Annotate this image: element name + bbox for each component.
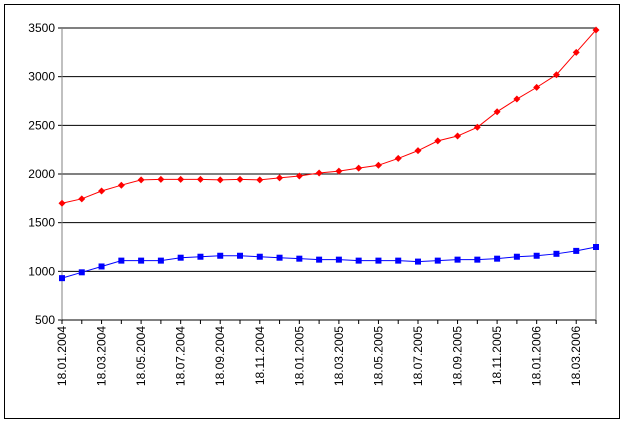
x-tick-label: 18.11.2004 xyxy=(253,326,267,385)
square-marker xyxy=(59,275,65,282)
diamond-marker xyxy=(216,176,224,184)
square-marker xyxy=(573,247,580,254)
diamond-marker xyxy=(355,164,363,172)
diamond-marker xyxy=(473,123,481,131)
y-tick-label: 3000 xyxy=(28,70,55,84)
x-tick-label: 18.09.2005 xyxy=(451,326,465,386)
y-tick-label: 2500 xyxy=(28,118,55,132)
x-tick-label: 18.01.2005 xyxy=(292,326,306,386)
x-tick-label: 18.09.2004 xyxy=(213,326,227,386)
square-marker xyxy=(256,253,263,260)
square-marker xyxy=(454,256,461,263)
diamond-marker xyxy=(374,161,382,169)
square-marker xyxy=(217,252,224,259)
diamond-marker xyxy=(454,132,462,140)
diamond-marker xyxy=(552,71,560,79)
square-marker xyxy=(335,256,342,263)
x-tick-label: 18.01.2004 xyxy=(55,326,69,386)
diamond-marker xyxy=(78,195,86,203)
y-tick-label: 1000 xyxy=(28,264,55,278)
diamond-marker xyxy=(196,175,204,183)
diamond-marker xyxy=(276,174,284,182)
diamond-marker xyxy=(117,181,125,189)
y-tick-label: 1500 xyxy=(28,216,55,230)
square-marker xyxy=(434,257,441,264)
diamond-marker xyxy=(98,187,106,195)
diamond-marker xyxy=(137,176,145,184)
x-tick-label: 18.05.2004 xyxy=(134,326,148,386)
square-marker xyxy=(296,255,303,262)
x-tick-label: 18.01.2006 xyxy=(530,326,544,386)
series-line xyxy=(61,29,597,204)
diamond-marker xyxy=(394,154,402,162)
square-marker xyxy=(157,257,164,264)
diamond-marker xyxy=(256,176,264,184)
y-tick-label: 500 xyxy=(35,313,55,327)
diamond-marker xyxy=(414,147,422,155)
square-marker xyxy=(553,250,560,257)
x-tick-label: 18.03.2004 xyxy=(95,326,109,386)
square-marker xyxy=(593,244,599,250)
y-tick-label: 2000 xyxy=(28,167,55,181)
x-tick-label: 18.05.2005 xyxy=(371,326,385,386)
diamond-marker xyxy=(157,175,165,183)
square-marker xyxy=(197,253,204,260)
x-tick-label: 18.03.2006 xyxy=(569,326,583,386)
x-tick-label: 18.03.2005 xyxy=(332,326,346,386)
square-marker xyxy=(474,256,481,263)
square-marker xyxy=(98,263,105,270)
diamond-marker xyxy=(295,172,303,180)
y-tick-label: 3500 xyxy=(28,21,55,35)
diamond-marker xyxy=(592,26,600,34)
square-marker xyxy=(395,257,402,264)
diamond-marker xyxy=(315,169,323,177)
x-tick-label: 18.11.2005 xyxy=(490,326,504,385)
diamond-marker xyxy=(572,48,580,56)
square-marker xyxy=(177,254,184,261)
diamond-marker xyxy=(493,108,501,116)
square-marker xyxy=(316,256,323,263)
x-tick-label: 18.07.2004 xyxy=(174,326,188,386)
square-marker xyxy=(513,253,520,260)
square-marker xyxy=(415,258,421,265)
diamond-marker xyxy=(335,167,343,175)
diamond-marker xyxy=(58,199,66,207)
square-marker xyxy=(78,269,85,276)
diamond-marker xyxy=(513,95,521,103)
diamond-marker xyxy=(177,175,185,183)
square-marker xyxy=(276,254,283,261)
square-marker xyxy=(533,252,540,259)
diamond-marker xyxy=(533,83,541,91)
square-marker xyxy=(355,257,362,264)
series-line xyxy=(61,246,597,279)
square-marker xyxy=(375,257,382,264)
diamond-marker xyxy=(236,175,244,183)
square-marker xyxy=(118,257,125,264)
x-tick-label: 18.07.2005 xyxy=(411,326,425,386)
square-marker xyxy=(494,255,501,262)
square-marker xyxy=(237,252,243,259)
diamond-marker xyxy=(434,137,442,145)
square-marker xyxy=(138,257,145,264)
